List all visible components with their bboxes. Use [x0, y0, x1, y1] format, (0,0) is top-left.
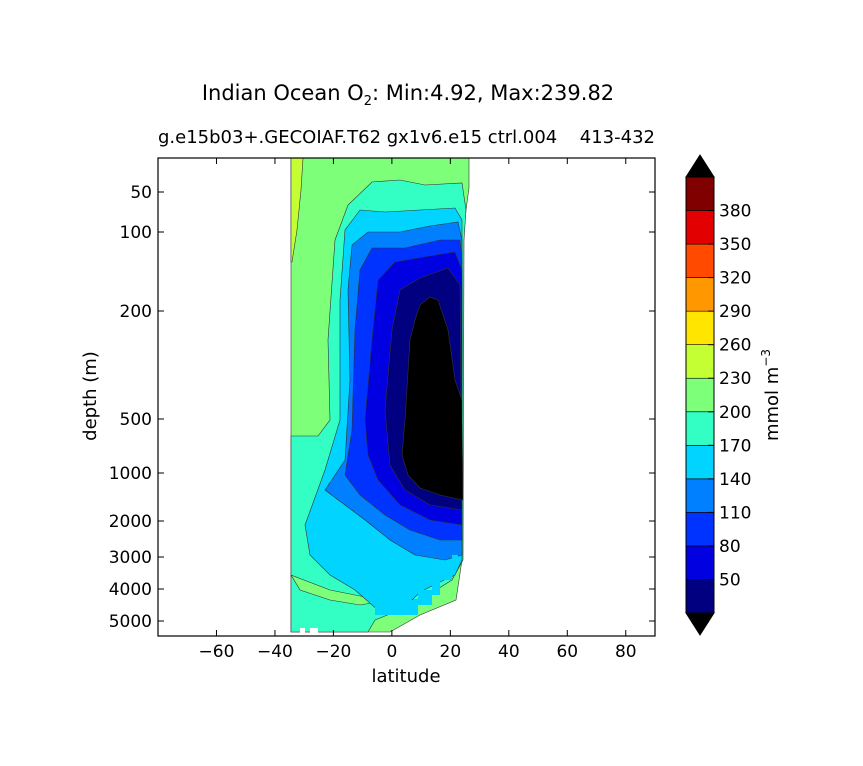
chart-subtitle-right: 413-432	[580, 127, 655, 148]
colorbar-tick-label: 140	[719, 470, 751, 490]
colorbar: 50 80 110 140 170 200 230 260 290 320 350 380	[685, 154, 751, 636]
y-tick-label: 2000	[109, 512, 152, 532]
y-axis-title: depth (m)	[80, 351, 101, 441]
colorbar-tick-label: 170	[719, 436, 751, 456]
y-tick-label: 4000	[109, 580, 152, 600]
y-tick-label: 200	[120, 302, 152, 322]
colorbar-tick-label: 260	[719, 336, 751, 356]
contour-deep-steps	[375, 555, 458, 615]
colorbar-tick-label: 200	[719, 403, 751, 423]
plot-frame	[157, 157, 656, 637]
y-tick-label: 50	[130, 183, 152, 203]
colorbar-segment	[685, 445, 715, 480]
y-tick-label: 500	[120, 410, 152, 430]
x-tick-label: −40	[257, 642, 293, 662]
y-tick-label: 100	[120, 223, 152, 243]
x-tick-label: 60	[556, 642, 578, 662]
colorbar-tick-label: 290	[719, 302, 751, 322]
contour-field	[290, 157, 470, 636]
colorbar-tick-label: 350	[719, 235, 751, 255]
chart-subtitle-left: g.e15b03+.GECOIAF.T62 gx1v6.e15 ctrl.004	[158, 127, 557, 148]
chart-title: Indian Ocean O2: Min:4.92, Max:239.82	[202, 81, 614, 109]
contour-under-20	[401, 296, 464, 501]
colorbar-tick-label: 80	[719, 537, 741, 557]
x-axis-title: latitude	[371, 666, 440, 687]
colorbar-segment	[685, 411, 715, 446]
x-tick-label: 40	[498, 642, 520, 662]
colorbar-frame	[685, 176, 715, 614]
colorbar-segment	[685, 579, 715, 614]
colorbar-segment	[685, 210, 715, 245]
colorbar-tick-label: 380	[719, 202, 751, 222]
colorbar-tick-label: 320	[719, 269, 751, 289]
y-axis: 50 100 200 500 1000 2000 3000 4000 5000	[109, 183, 655, 632]
colorbar-segment	[685, 277, 715, 312]
colorbar-segment	[685, 545, 715, 580]
colorbar-label: mmol m−3	[759, 349, 783, 441]
colorbar-tick-label: 50	[719, 570, 741, 590]
x-tick-label: 20	[440, 642, 462, 662]
bottom-gap-2	[310, 628, 318, 636]
colorbar-over-arrow	[685, 154, 715, 178]
x-tick-label: −20	[315, 642, 351, 662]
y-tick-label: 3000	[109, 548, 152, 568]
colorbar-segment	[685, 512, 715, 547]
x-tick-label: 0	[386, 642, 397, 662]
x-axis: −60 −40 −20 0 20 40 60 80	[199, 158, 637, 662]
colorbar-segment	[685, 478, 715, 513]
x-tick-label: 80	[615, 642, 637, 662]
colorbar-segment	[685, 176, 715, 211]
colorbar-segment	[685, 243, 715, 278]
x-tick-label: −60	[199, 642, 235, 662]
colorbar-segment	[685, 377, 715, 413]
colorbar-segment	[685, 310, 715, 345]
plot-area: −60 −40 −20 0 20 40 60 80 50 100 200 500 1000 2000 30…	[109, 157, 656, 662]
y-tick-label: 5000	[109, 612, 152, 632]
colorbar-tick-label: 230	[719, 369, 751, 389]
colorbar-tick-label: 110	[719, 503, 751, 523]
y-tick-label: 1000	[109, 464, 152, 484]
colorbar-under-arrow	[685, 612, 715, 636]
colorbar-segment	[685, 344, 715, 379]
bottom-gap-1	[300, 628, 305, 636]
